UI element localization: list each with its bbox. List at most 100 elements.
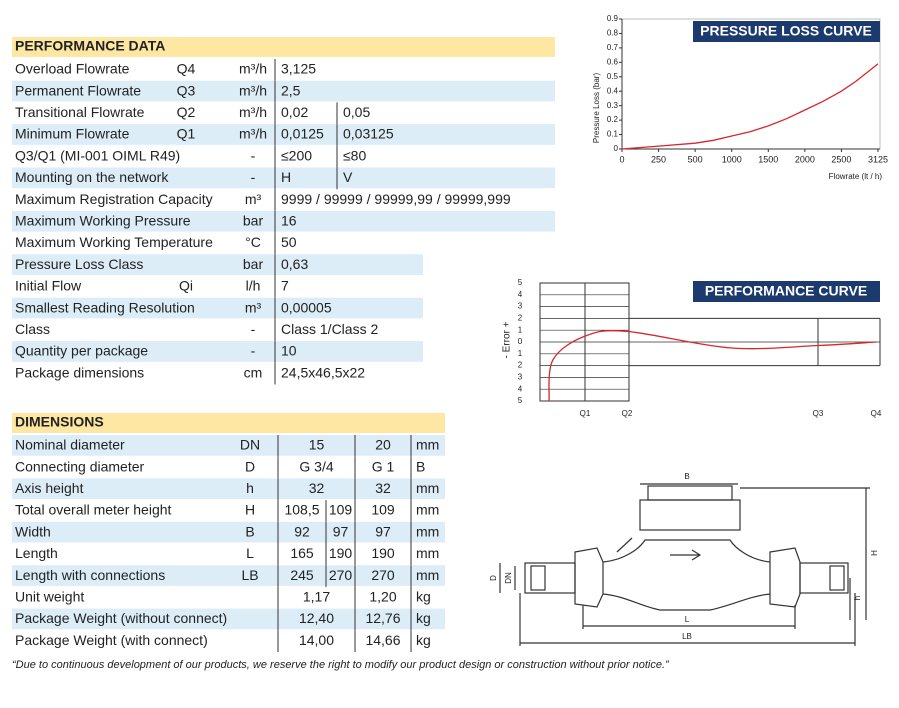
row-value: 16	[281, 212, 297, 228]
row-value: 270	[329, 567, 353, 583]
right-connector-end	[829, 565, 845, 591]
row-unit: cm	[244, 364, 263, 380]
footnote: “Due to continuous development of our pr…	[12, 659, 670, 671]
y-tick-label: 0.5	[607, 72, 619, 81]
y-tick-label: 0.7	[607, 43, 619, 52]
row-shade	[12, 124, 555, 145]
row-value: 32	[375, 480, 391, 496]
row-shade	[12, 435, 445, 456]
title-bar	[12, 37, 555, 57]
row-value: 14,00	[299, 632, 334, 648]
row-unit: -	[251, 321, 256, 337]
label-d: D	[489, 575, 498, 581]
x-tick-label: 250	[651, 154, 666, 164]
left-nut	[574, 547, 604, 608]
row-unit: -	[251, 169, 256, 185]
row-label: Transitional Flowrate	[15, 104, 145, 120]
row-unit: kg	[416, 632, 431, 648]
row-value: 245	[290, 567, 314, 583]
row-value: 270	[371, 567, 395, 583]
row-unit: mm	[416, 545, 439, 561]
row-unit: B	[416, 458, 425, 474]
row-label: Initial Flow	[15, 278, 82, 294]
row-unit: bar	[243, 212, 264, 228]
row-label: Package Weight (with connect)	[15, 632, 208, 648]
y-tick-label: 0	[614, 144, 619, 153]
row-unit: bar	[243, 256, 264, 272]
row-symbol: Qi	[179, 278, 193, 294]
x-axis-label: Flowrate (lt / h)	[829, 172, 883, 181]
x-tick-label: 1000	[722, 154, 742, 164]
row-label: Connecting diameter	[15, 458, 145, 474]
row-value: 165	[290, 545, 314, 561]
y-tick-label: 0.3	[607, 101, 619, 110]
row-label: Total overall meter height	[15, 502, 172, 518]
row-value: 24,5x46,5x22	[281, 364, 365, 380]
row-value: 97	[333, 523, 349, 539]
chart-title-box	[693, 21, 880, 42]
label-l: L	[685, 615, 690, 624]
row-label: Q3/Q1 (MI-001 OIML R49)	[15, 147, 180, 163]
row-shade	[12, 210, 555, 232]
y-axis-label: - Error +	[502, 321, 513, 358]
row-value: Class 1/Class 2	[281, 321, 378, 337]
row-symbol: L	[246, 545, 254, 561]
row-unit: l/h	[246, 278, 261, 294]
row-value: 7	[281, 278, 289, 294]
row-value: 15	[309, 437, 325, 453]
row-label: Smallest Reading Resolution	[15, 299, 195, 315]
section-title: DIMENSIONS	[15, 414, 104, 430]
row-value: 14,66	[365, 632, 400, 648]
x-tick-label: 1500	[758, 154, 778, 164]
flow-arrow	[670, 549, 702, 561]
chart-title-box	[693, 281, 880, 302]
label-h: H	[870, 550, 879, 556]
row-value: 109	[371, 502, 395, 518]
row-unit: mm	[416, 480, 439, 496]
row-shade	[12, 478, 445, 500]
row-value: 9999 / 99999 / 99999,99 / 99999,999	[281, 191, 511, 207]
row-value: 0,0125	[281, 126, 324, 142]
row-unit: m³	[245, 191, 262, 207]
row-value: 1,17	[303, 588, 330, 604]
y-axis-label: Pressure Loss (bar)	[592, 73, 601, 144]
row-value: 0,03125	[343, 126, 394, 142]
row-value: 0,02	[281, 104, 308, 120]
x-tick-label: 2500	[831, 154, 851, 164]
row-unit: m³/h	[239, 126, 267, 142]
x-tick-label: Q3	[813, 409, 824, 418]
row-unit: °C	[245, 234, 261, 250]
row-value: 2,5	[281, 82, 301, 98]
label-b: B	[684, 472, 689, 481]
row-shade	[12, 565, 445, 586]
x-tick-label: Q4	[871, 409, 882, 418]
meter-drawing: B H D DN h L LB	[489, 472, 879, 646]
row-unit: kg	[416, 610, 431, 626]
right-nut	[769, 547, 801, 608]
section-title: PERFORMANCE DATA	[15, 38, 165, 54]
row-value: 190	[329, 545, 353, 561]
row-label: Quantity per package	[15, 343, 148, 359]
right-connector	[799, 562, 849, 594]
row-symbol: B	[245, 523, 254, 539]
row-label: Minimum Flowrate	[15, 126, 130, 142]
y-tick-label: 1	[518, 325, 523, 334]
row-value: G 3/4	[299, 458, 333, 474]
row-label: Overload Flowrate	[15, 61, 130, 77]
row-unit: mm	[416, 502, 439, 518]
row-unit: m³/h	[239, 104, 267, 120]
row-label: Pressure Loss Class	[15, 256, 143, 272]
row-shade	[12, 254, 423, 275]
row-symbol: DN	[240, 437, 260, 453]
y-tick-label: 0.1	[607, 130, 619, 139]
row-unit: -	[251, 343, 256, 359]
row-value: 1,20	[369, 588, 396, 604]
row-label: Maximum Working Temperature	[15, 234, 213, 250]
row-symbol: D	[245, 458, 255, 474]
row-label: Unit weight	[15, 588, 84, 604]
row-shade	[12, 80, 555, 102]
row-shade	[12, 297, 423, 319]
y-tick-label: 3	[518, 373, 523, 382]
row-value: G 1	[372, 458, 395, 474]
